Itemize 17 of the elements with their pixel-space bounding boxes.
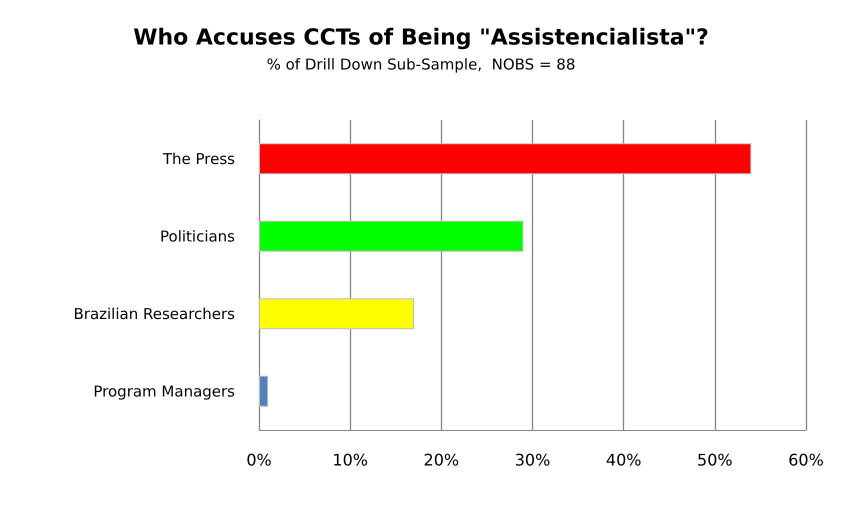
bar: [259, 376, 268, 407]
x-tick-label: 40%: [606, 450, 642, 470]
x-tick-label: 20%: [424, 450, 460, 470]
x-tick-label: 50%: [697, 450, 733, 470]
bar: [259, 220, 524, 252]
chart-subtitle: % of Drill Down Sub-Sample, NOBS = 88: [266, 56, 576, 74]
y-tick-label: Program Managers: [93, 382, 236, 400]
chart-title: Who Accuses CCTs of Being "Assistencialista"?: [133, 26, 709, 50]
y-tick-label: The Press: [162, 150, 236, 168]
x-tick-label: 10%: [332, 450, 368, 470]
x-tick-label: 0%: [246, 450, 272, 470]
x-tick-label: 30%: [514, 450, 550, 470]
y-tick-label: Politicians: [160, 227, 236, 246]
bar: [259, 298, 414, 330]
bar: [259, 143, 752, 174]
y-tick-label: Brazilian Researchers: [73, 304, 236, 323]
x-tick-label: 60%: [788, 450, 824, 470]
